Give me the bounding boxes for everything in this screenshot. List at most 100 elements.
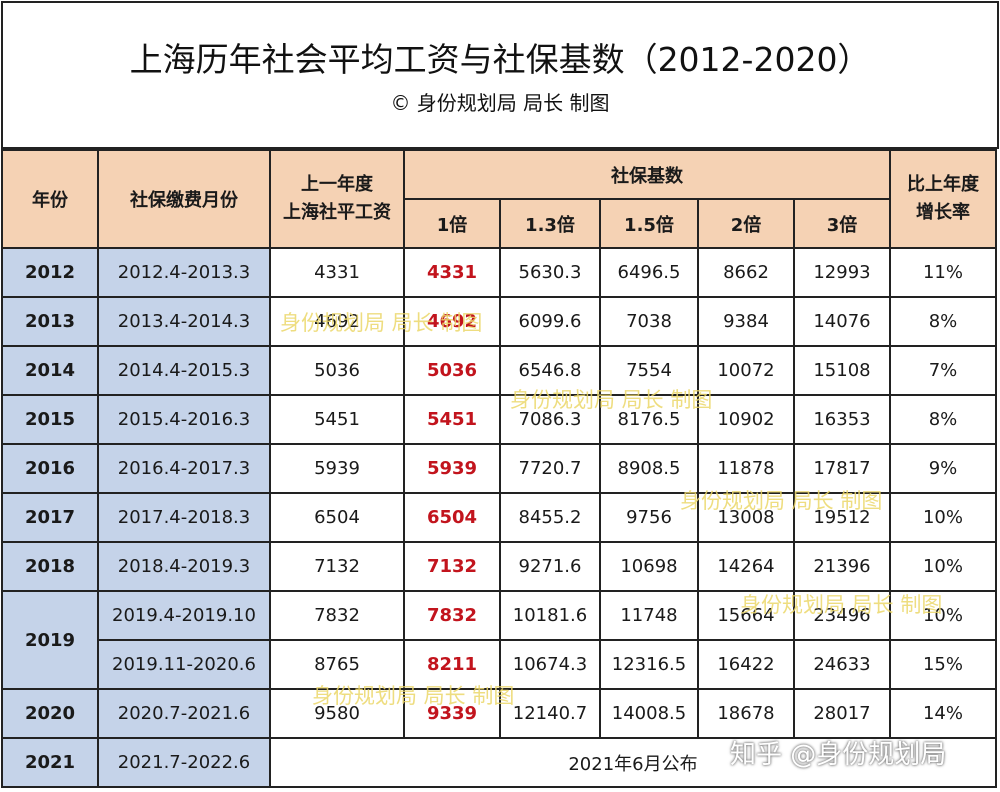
growth-cell: 15%: [889, 639, 997, 690]
base-1-5x-cell: 7554: [599, 345, 699, 396]
months-cell: 2021.7-2022.6: [97, 737, 271, 788]
year-cell: 2020: [1, 688, 99, 739]
base-3x-cell: 12993: [793, 247, 891, 298]
salary-cell: 7132: [269, 541, 405, 592]
growth-cell: 7%: [889, 345, 997, 396]
base-1x-cell: 5036: [403, 345, 501, 396]
base-1-3x-cell: 7086.3: [499, 394, 601, 445]
base-2x-cell: 16422: [697, 639, 795, 690]
base-3x-cell: 17817: [793, 443, 891, 494]
salary-cell: 9580: [269, 688, 405, 739]
base-1-3x-cell: 5630.3: [499, 247, 601, 298]
header-multiplier-2: 2倍: [697, 198, 795, 249]
base-1x-cell: 7832: [403, 590, 501, 641]
base-1-3x-cell: 6546.8: [499, 345, 601, 396]
months-cell: 2016.4-2017.3: [97, 443, 271, 494]
header-months: 社保缴费月份: [97, 149, 271, 249]
header-growth-line2: 增长率: [916, 202, 970, 223]
table-row: 2015 2015.4-2016.3 5451 5451 7086.3 8176…: [1, 394, 997, 445]
base-1-3x-cell: 10181.6: [499, 590, 601, 641]
months-cell: 2013.4-2014.3: [97, 296, 271, 347]
base-1-5x-cell: 9756: [599, 492, 699, 543]
base-1x-cell: 9339: [403, 688, 501, 739]
base-1-3x-cell: 7720.7: [499, 443, 601, 494]
header-year: 年份: [1, 149, 99, 249]
base-1-5x-cell: 14008.5: [599, 688, 699, 739]
year-cell: 2014: [1, 345, 99, 396]
announce-note-cell: 2021年6月公布: [269, 737, 997, 788]
table-row: 2021 2021.7-2022.6 2021年6月公布: [1, 737, 997, 788]
base-1-5x-cell: 10698: [599, 541, 699, 592]
header-growth-line1: 比上年度: [907, 174, 979, 195]
header-prev-salary: 上一年度 上海社平工资: [269, 149, 405, 249]
base-3x-cell: 21396: [793, 541, 891, 592]
growth-cell: 8%: [889, 394, 997, 445]
header-base: 社保基数: [403, 149, 891, 200]
base-1-5x-cell: 11748: [599, 590, 699, 641]
salary-base-table: 年份 社保缴费月份 上一年度 上海社平工资 社保基数 比上年度 增长率 1倍 1…: [1, 149, 997, 788]
table-row: 2013 2013.4-2014.3 4692 4692 6099.6 7038…: [1, 296, 997, 347]
base-1-3x-cell: 12140.7: [499, 688, 601, 739]
base-1x-cell: 7132: [403, 541, 501, 592]
base-1x-cell: 4692: [403, 296, 501, 347]
base-1-5x-cell: 7038: [599, 296, 699, 347]
base-1-5x-cell: 12316.5: [599, 639, 699, 690]
year-cell: 2012: [1, 247, 99, 298]
months-cell: 2020.7-2021.6: [97, 688, 271, 739]
base-3x-cell: 15108: [793, 345, 891, 396]
base-1x-cell: 5451: [403, 394, 501, 445]
header-multiplier-1-5: 1.5倍: [599, 198, 699, 249]
year-cell: 2017: [1, 492, 99, 543]
growth-cell: 9%: [889, 443, 997, 494]
base-3x-cell: 19512: [793, 492, 891, 543]
base-1-3x-cell: 8455.2: [499, 492, 601, 543]
growth-cell: 10%: [889, 541, 997, 592]
table-row: 2019 2019.4-2019.10 7832 7832 10181.6 11…: [1, 590, 997, 690]
table-row: 2012 2012.4-2013.3 4331 4331 5630.3 6496…: [1, 247, 997, 298]
page-subtitle: © 身份规划局 局长 制图: [390, 91, 610, 115]
year-cell: 2018: [1, 541, 99, 592]
months-cell: 2012.4-2013.3: [97, 247, 271, 298]
base-1x-cell: 6504: [403, 492, 501, 543]
base-1-5x-cell: 8176.5: [599, 394, 699, 445]
header-row: 年份 社保缴费月份 上一年度 上海社平工资 社保基数 比上年度 增长率: [1, 149, 997, 249]
months-cell: 2017.4-2018.3: [97, 492, 271, 543]
growth-cell: 10%: [889, 590, 997, 641]
base-2x-cell: 10072: [697, 345, 795, 396]
base-2x-cell: 13008: [697, 492, 795, 543]
table-row: 2018 2018.4-2019.3 7132 7132 9271.6 1069…: [1, 541, 997, 592]
header-multiplier-row: 1倍 1.3倍 1.5倍 2倍 3倍: [2, 198, 996, 249]
header-multiplier-3: 3倍: [793, 198, 891, 249]
platform-watermark: 知乎 @身份规划局: [730, 740, 947, 770]
header-prev-salary-line1: 上一年度: [301, 174, 373, 195]
growth-cell: 11%: [889, 247, 997, 298]
months-cell: 2018.4-2019.3: [97, 541, 271, 592]
base-2x-cell: 10902: [697, 394, 795, 445]
months-cell: 2019.11-2020.6: [97, 639, 271, 690]
salary-cell: 5451: [269, 394, 405, 445]
base-1-3x-cell: 9271.6: [499, 541, 601, 592]
salary-cell: 6504: [269, 492, 405, 543]
table-row: 2014 2014.4-2015.3 5036 5036 6546.8 7554…: [1, 345, 997, 396]
title-box: 上海历年社会平均工资与社保基数（2012-2020） © 身份规划局 局长 制图: [1, 1, 999, 149]
table-row: 2020 2020.7-2021.6 9580 9339 12140.7 140…: [1, 688, 997, 739]
header-multiplier-1: 1倍: [403, 198, 501, 249]
year-cell: 2019: [1, 590, 99, 690]
growth-cell: 14%: [889, 688, 997, 739]
year-cell: 2013: [1, 296, 99, 347]
salary-cell: 7832: [269, 590, 405, 641]
growth-cell: 8%: [889, 296, 997, 347]
base-2x-cell: 18678: [697, 688, 795, 739]
base-3x-cell: 28017: [793, 688, 891, 739]
base-2x-cell: 15664: [697, 590, 795, 641]
base-1x-cell: 8211: [403, 639, 501, 690]
table-row: 2019.11-2020.6 8765 8211 10674.3 12316.5…: [2, 639, 997, 690]
base-1x-cell: 4331: [403, 247, 501, 298]
table-row: 2017 2017.4-2018.3 6504 6504 8455.2 9756…: [1, 492, 997, 543]
salary-cell: 4331: [269, 247, 405, 298]
page-title: 上海历年社会平均工资与社保基数（2012-2020）: [129, 40, 871, 79]
base-2x-cell: 9384: [697, 296, 795, 347]
growth-cell: 10%: [889, 492, 997, 543]
year-cell: 2016: [1, 443, 99, 494]
base-3x-cell: 14076: [793, 296, 891, 347]
